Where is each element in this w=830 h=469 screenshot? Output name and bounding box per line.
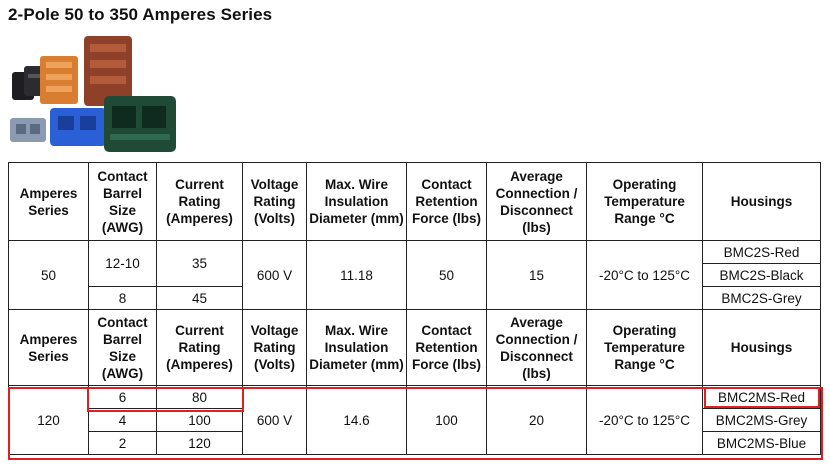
- connection-cell: 15: [486, 240, 587, 310]
- orange-connector-image: [40, 56, 78, 104]
- connector-product-photo: [10, 36, 176, 152]
- barrel-cell: 12-10: [88, 240, 157, 287]
- header-operating-temperature: Operating Temperature Range °C: [586, 162, 703, 241]
- table-row: 2 120 BMC2MS-Blue: [9, 431, 821, 455]
- current-cell: 80: [156, 385, 243, 409]
- temperature-cell: -20°C to 125°C: [586, 240, 703, 310]
- housing-cell: BMC2MS-Blue: [702, 431, 821, 455]
- wire-diameter-cell: 14.6: [306, 385, 407, 455]
- header-current-rating: Current Rating (Amperes): [156, 309, 243, 386]
- barrel-cell: 6: [88, 385, 157, 409]
- header-contact-barrel-size: Contact Barrel Size (AWG): [88, 162, 157, 241]
- series-cell: 120: [8, 385, 89, 455]
- housing-cell: BMC2MS-Grey: [702, 408, 821, 432]
- blue-connector-image: [50, 108, 106, 146]
- grey-connector-image: [10, 118, 46, 142]
- current-cell: 120: [156, 431, 243, 455]
- series-cell: 50: [8, 240, 89, 310]
- header-contact-retention-force: Contact Retention Force (lbs): [406, 162, 487, 241]
- header-average-connection: Average Connection / Disconnect (lbs): [486, 309, 587, 386]
- retention-cell: 100: [406, 385, 487, 455]
- barrel-cell: 4: [88, 408, 157, 432]
- table-row: 120 6 80 600 V 14.6 100 20 -20°C to 125°…: [8, 385, 821, 455]
- table-row: 4 100 BMC2MS-Grey: [9, 408, 821, 432]
- current-cell: 45: [156, 286, 243, 310]
- header-contact-barrel-size: Contact Barrel Size (AWG): [88, 309, 157, 386]
- connection-cell: 20: [486, 385, 587, 455]
- barrel-cell: 2: [88, 431, 157, 455]
- wire-diameter-cell: 11.18: [306, 240, 407, 310]
- housing-cell: BMC2S-Red: [702, 240, 821, 264]
- header-max-wire-insulation: Max. Wire Insulation Diameter (mm): [306, 309, 407, 386]
- housing-cell: BMC2S-Black: [702, 263, 821, 287]
- header-average-connection: Average Connection / Disconnect (lbs): [486, 162, 587, 241]
- page-title: 2-Pole 50 to 350 Amperes Series: [8, 5, 273, 24]
- brown-connector-image: [84, 36, 132, 106]
- green-connector-image: [104, 96, 176, 152]
- barrel-cell: 8: [88, 286, 157, 310]
- housing-cell: BMC2MS-Red: [702, 385, 821, 409]
- header-housings: Housings: [702, 162, 821, 241]
- header-voltage-rating: Voltage Rating (Volts): [242, 162, 307, 241]
- header-max-wire-insulation: Max. Wire Insulation Diameter (mm): [306, 162, 407, 241]
- header-housings: Housings: [702, 309, 821, 386]
- voltage-cell: 600 V: [242, 385, 307, 455]
- table-row: 50 12-10 35 600 V 11.18 50 15 -20°C to 1…: [8, 240, 821, 310]
- header-voltage-rating: Voltage Rating (Volts): [242, 309, 307, 386]
- current-cell: 100: [156, 408, 243, 432]
- table-header-row-2: Amperes Series Contact Barrel Size (AWG)…: [8, 309, 821, 386]
- header-amperes-series: Amperes Series: [8, 162, 89, 241]
- header-contact-retention-force: Contact Retention Force (lbs): [406, 309, 487, 386]
- voltage-cell: 600 V: [242, 240, 307, 310]
- temperature-cell: -20°C to 125°C: [586, 385, 703, 455]
- table-header-row-1: Amperes Series Contact Barrel Size (AWG)…: [8, 162, 821, 241]
- housing-cell: BMC2S-Grey: [702, 286, 821, 310]
- header-current-rating: Current Rating (Amperes): [156, 162, 243, 241]
- header-operating-temperature: Operating Temperature Range °C: [586, 309, 703, 386]
- specifications-table: Amperes Series Contact Barrel Size (AWG)…: [8, 162, 821, 455]
- header-amperes-series: Amperes Series: [8, 309, 89, 386]
- retention-cell: 50: [406, 240, 487, 310]
- current-cell: 35: [156, 240, 243, 287]
